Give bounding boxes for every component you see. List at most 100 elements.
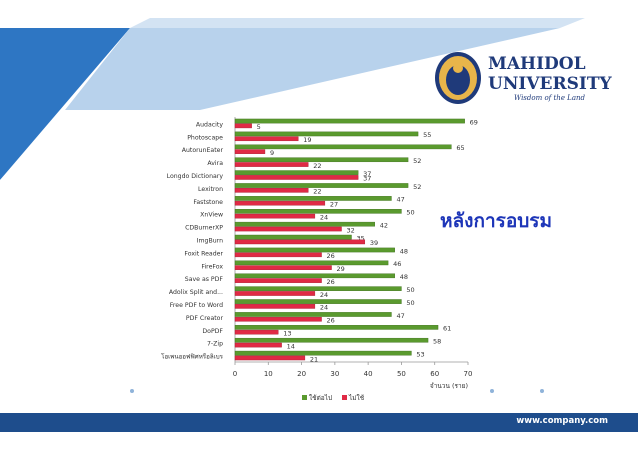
- bar: [234, 188, 309, 193]
- bar: [234, 209, 402, 214]
- university-seal-icon: [435, 52, 481, 104]
- bar: [234, 170, 359, 175]
- bar-value-label: 26: [327, 252, 335, 260]
- bar: [234, 247, 395, 253]
- bar: [234, 234, 352, 240]
- x-tick-label: 20: [297, 370, 306, 378]
- bar-value-label: 48: [400, 247, 408, 255]
- bar-value-label: 13: [283, 329, 291, 337]
- brand-name-line1: MAHIDOL: [488, 54, 586, 74]
- category-label: Save as PDF: [185, 276, 224, 283]
- slide-heading: หลังการอบรม: [440, 210, 553, 232]
- decorative-dot: [540, 389, 544, 393]
- bar: [234, 239, 366, 245]
- bar: [234, 316, 322, 322]
- bar-value-label: 50: [406, 299, 414, 307]
- bar: [234, 183, 409, 188]
- university-logo: MAHIDOL UNIVERSITY Wisdom of the Land: [432, 50, 612, 106]
- bar: [234, 273, 395, 279]
- bar: [234, 325, 439, 330]
- bar-value-label: 21: [310, 355, 318, 363]
- bar: [234, 291, 316, 296]
- bar-value-label: 50: [406, 209, 414, 217]
- category-label: Foxit Reader: [184, 250, 223, 257]
- bar-value-label: 24: [320, 213, 328, 221]
- x-tick-label: 50: [397, 370, 406, 378]
- category-label: Photoscape: [187, 134, 223, 141]
- bar-value-label: 27: [330, 201, 338, 209]
- bar: [234, 286, 402, 291]
- bar-value-label: 58: [433, 338, 441, 346]
- bar-value-label: 35: [357, 234, 365, 242]
- bar: [234, 131, 419, 137]
- bar-value-label: 65: [456, 144, 464, 152]
- footer-bar: www.company.com: [0, 413, 638, 432]
- brand-tagline: Wisdom of the Land: [514, 94, 585, 102]
- category-label: DoPDF: [202, 328, 223, 335]
- legend-swatch: [342, 395, 347, 400]
- bar: [234, 196, 392, 201]
- bar-value-label: 37: [363, 170, 371, 178]
- legend-label: ใช้ต่อไป: [309, 394, 332, 402]
- bar: [234, 304, 316, 309]
- bar-value-label: 14: [287, 342, 295, 350]
- category-label: XnView: [200, 212, 223, 219]
- bar: [234, 342, 282, 348]
- brand-name-line2: UNIVERSITY: [488, 74, 612, 94]
- category-label: FireFox: [201, 263, 223, 270]
- bar-value-label: 53: [416, 350, 424, 358]
- x-tick-label: 30: [330, 370, 339, 378]
- bar-value-label: 24: [320, 304, 328, 312]
- bar-value-label: 52: [413, 183, 421, 191]
- bar-value-label: 69: [470, 118, 478, 126]
- x-tick-label: 60: [430, 370, 439, 378]
- category-label: Longdo Dictionary: [167, 173, 224, 180]
- bar: [234, 162, 309, 167]
- bar-value-label: 55: [423, 131, 431, 139]
- blue-corner-shape: [0, 28, 130, 180]
- bar-value-label: 52: [413, 157, 421, 165]
- bar: [234, 175, 359, 180]
- category-label: Audacity: [196, 121, 223, 128]
- bar-value-label: 37: [363, 175, 371, 183]
- category-label: PDF Creator: [186, 315, 224, 322]
- category-label: 7-Zip: [207, 341, 223, 348]
- x-tick-label: 70: [464, 370, 473, 378]
- bar: [234, 213, 316, 219]
- bar: [234, 157, 409, 163]
- legend-swatch: [302, 395, 307, 400]
- bar: [234, 337, 429, 343]
- bar-value-label: 29: [337, 265, 345, 273]
- category-label: ImgBurn: [197, 238, 223, 245]
- bar: [234, 312, 392, 317]
- bar-value-label: 26: [327, 278, 335, 286]
- bar-value-label: 19: [303, 136, 311, 144]
- bar: [234, 350, 412, 356]
- bar: [234, 200, 326, 206]
- category-label: AutorunEater: [182, 147, 224, 154]
- bar-value-label: 47: [396, 196, 404, 204]
- bar: [234, 118, 465, 124]
- category-label: Lexitron: [198, 186, 223, 193]
- bar-value-label: 50: [406, 286, 414, 294]
- bar: [234, 149, 266, 154]
- category-label: CDBurnerXP: [185, 225, 223, 232]
- bar-value-label: 48: [400, 273, 408, 281]
- bar-value-label: 39: [370, 239, 378, 247]
- footer-url: www.company.com: [516, 416, 608, 426]
- legend-label: ไม่ใช้: [348, 394, 365, 402]
- bar: [234, 252, 322, 258]
- bar: [234, 260, 389, 266]
- bar-value-label: 22: [313, 162, 321, 170]
- decorative-dot: [130, 389, 134, 393]
- light-band-shape: [130, 18, 585, 28]
- bar-value-label: 46: [393, 260, 401, 268]
- x-tick-label: 0: [233, 370, 237, 378]
- bar-value-label: 47: [396, 312, 404, 320]
- diagonal-band-shape: [65, 28, 560, 110]
- x-tick-label: 10: [264, 370, 273, 378]
- bar-value-label: 32: [347, 226, 355, 234]
- bar-value-label: 22: [313, 188, 321, 196]
